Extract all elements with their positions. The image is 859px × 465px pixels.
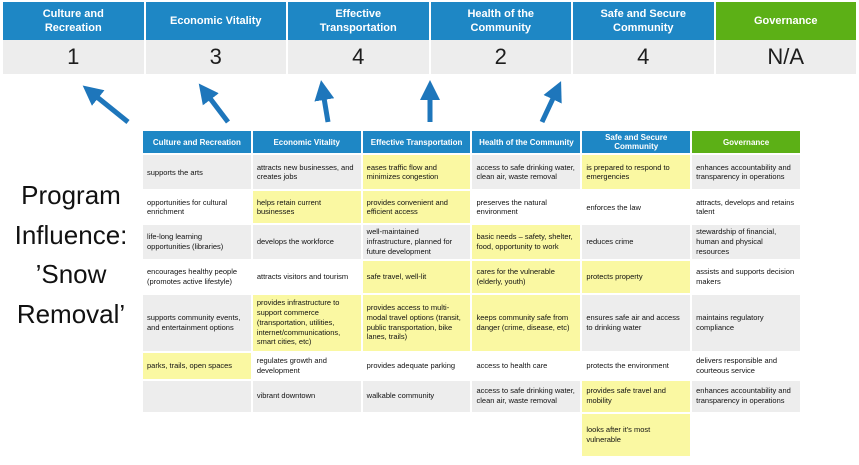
matrix-cell: vibrant downtown [252,380,361,412]
matrix-cell: well-maintained infrastructure, planned … [362,225,471,259]
matrix-cell: reduces crime [582,225,691,259]
priority-header: Economic Vitality [145,2,286,40]
matrix-row: life-long learning opportunities (librar… [143,225,800,259]
matrix-cell: ensures safe air and access to drinking … [582,294,691,351]
scoreboard-column-safe-secure-community: Safe and Secure Community 4 [573,2,714,74]
matrix-row: supports the arts attracts new businesse… [143,155,800,190]
matrix-header-row: Culture and Recreation Economic Vitality… [143,131,800,154]
priority-header: Safe and Secure Community [573,2,714,40]
scoreboard-column-economic-vitality: Economic Vitality 3 [145,2,286,74]
priority-score: 3 [145,40,286,74]
matrix-header-culture-recreation: Culture and Recreation [143,131,251,154]
matrix-cell: keeps community safe from danger (crime,… [472,294,581,351]
matrix-cell: is prepared to respond to emergencies [582,155,691,190]
priority-score: 4 [573,40,714,74]
matrix-cell: attracts new businesses, and creates job… [252,155,361,190]
matrix-cell: enforces the law [582,191,691,224]
matrix-header-governance: Governance [692,131,800,154]
scoreboard-column-effective-transportation: Effective Transportation 4 [288,2,429,74]
matrix-cell: access to safe drinking water, clean air… [472,155,581,190]
matrix-cell: cares for the vulnerable (elderly, youth… [472,260,581,293]
scoreboard-column-culture-recreation: Culture and Recreation 1 [3,2,144,74]
matrix-cell [472,413,581,456]
priority-header: Health of the Community [430,2,571,40]
matrix-row: vibrant downtown walkable community acce… [143,380,800,412]
priority-score: 4 [288,40,429,74]
priority-score: 2 [430,40,571,74]
matrix-cell [692,413,800,456]
matrix-cell: provides infrastructure to support comme… [252,294,361,351]
scoreboard-column-governance: Governance N/A [715,2,856,74]
matrix-cell [143,413,251,456]
matrix-row: opportunities for cultural enrichment he… [143,191,800,224]
matrix-cell: provides safe travel and mobility [582,380,691,412]
matrix-cell: attracts visitors and tourism [252,260,361,293]
matrix-header-effective-transportation: Effective Transportation [362,131,471,154]
matrix-cell: enhances accountability and transparency… [692,155,800,190]
priority-score: N/A [715,40,856,74]
matrix-cell: supports the arts [143,155,251,190]
matrix-cell: encourages healthy people (promotes acti… [143,260,251,293]
matrix-cell: enhances accountability and transparency… [692,380,800,412]
priority-header: Culture and Recreation [3,2,144,40]
matrix-row: encourages healthy people (promotes acti… [143,260,800,293]
influence-matrix: Culture and Recreation Economic Vitality… [141,129,802,458]
matrix-row: parks, trails, open spaces regulates gro… [143,352,800,379]
matrix-cell: walkable community [362,380,471,412]
matrix-cell: life-long learning opportunities (librar… [143,225,251,259]
matrix-cell: eases traffic flow and minimizes congest… [362,155,471,190]
up-arrow-icon [314,80,335,123]
matrix-header-safe-secure-community: Safe and Secure Community [582,131,691,154]
priority-header: Governance [715,2,856,40]
matrix-header-health-community: Health of the Community [472,131,581,154]
matrix-cell: maintains regulatory compliance [692,294,800,351]
up-arrow-icon [198,83,230,124]
matrix-cell: opportunities for cultural enrichment [143,191,251,224]
matrix-cell: basic needs – safety, shelter, food, opp… [472,225,581,259]
matrix-cell: develops the workforce [252,225,361,259]
matrix-cell: stewardship of financial, human and phys… [692,225,800,259]
matrix-header-economic-vitality: Economic Vitality [252,131,361,154]
scoreboard-column-health-community: Health of the Community 2 [430,2,571,74]
matrix-cell: assists and supports decision makers [692,260,800,293]
matrix-cell: safe travel, well-lit [362,260,471,293]
matrix-cell: preserves the natural environment [472,191,581,224]
matrix-cell: access to health care [472,352,581,379]
matrix-row: supports community events, and entertain… [143,294,800,351]
matrix-cell [362,413,471,456]
matrix-cell: provides adequate parking [362,352,471,379]
up-arrow-icon [82,85,130,124]
matrix-cell: supports community events, and entertain… [143,294,251,351]
priority-score: 1 [3,40,144,74]
matrix-cell [143,380,251,412]
matrix-cell: protects the environment [582,352,691,379]
priority-header: Effective Transportation [288,2,429,40]
matrix-cell: access to safe drinking water, clean air… [472,380,581,412]
program-influence-label: Program Influence: ’Snow Removal’ [14,180,128,329]
matrix-cell: regulates growth and development [252,352,361,379]
matrix-cell: helps retain current businesses [252,191,361,224]
matrix-cell: parks, trails, open spaces [143,352,251,379]
scoreboard: Culture and Recreation 1 Economic Vitali… [3,2,856,74]
matrix-cell: provides access to multi-modal travel op… [362,294,471,351]
matrix-cell: provides convenient and efficient access [362,191,471,224]
up-arrow-icon [539,81,562,124]
matrix-cell: delivers responsible and courteous servi… [692,352,800,379]
influence-arrows [82,80,562,124]
matrix-cell: looks after it's most vulnerable [582,413,691,456]
matrix-row: looks after it's most vulnerable [143,413,800,456]
matrix-cell: protects property [582,260,691,293]
matrix-cell [252,413,361,456]
matrix-cell: attracts, develops and retains talent [692,191,800,224]
